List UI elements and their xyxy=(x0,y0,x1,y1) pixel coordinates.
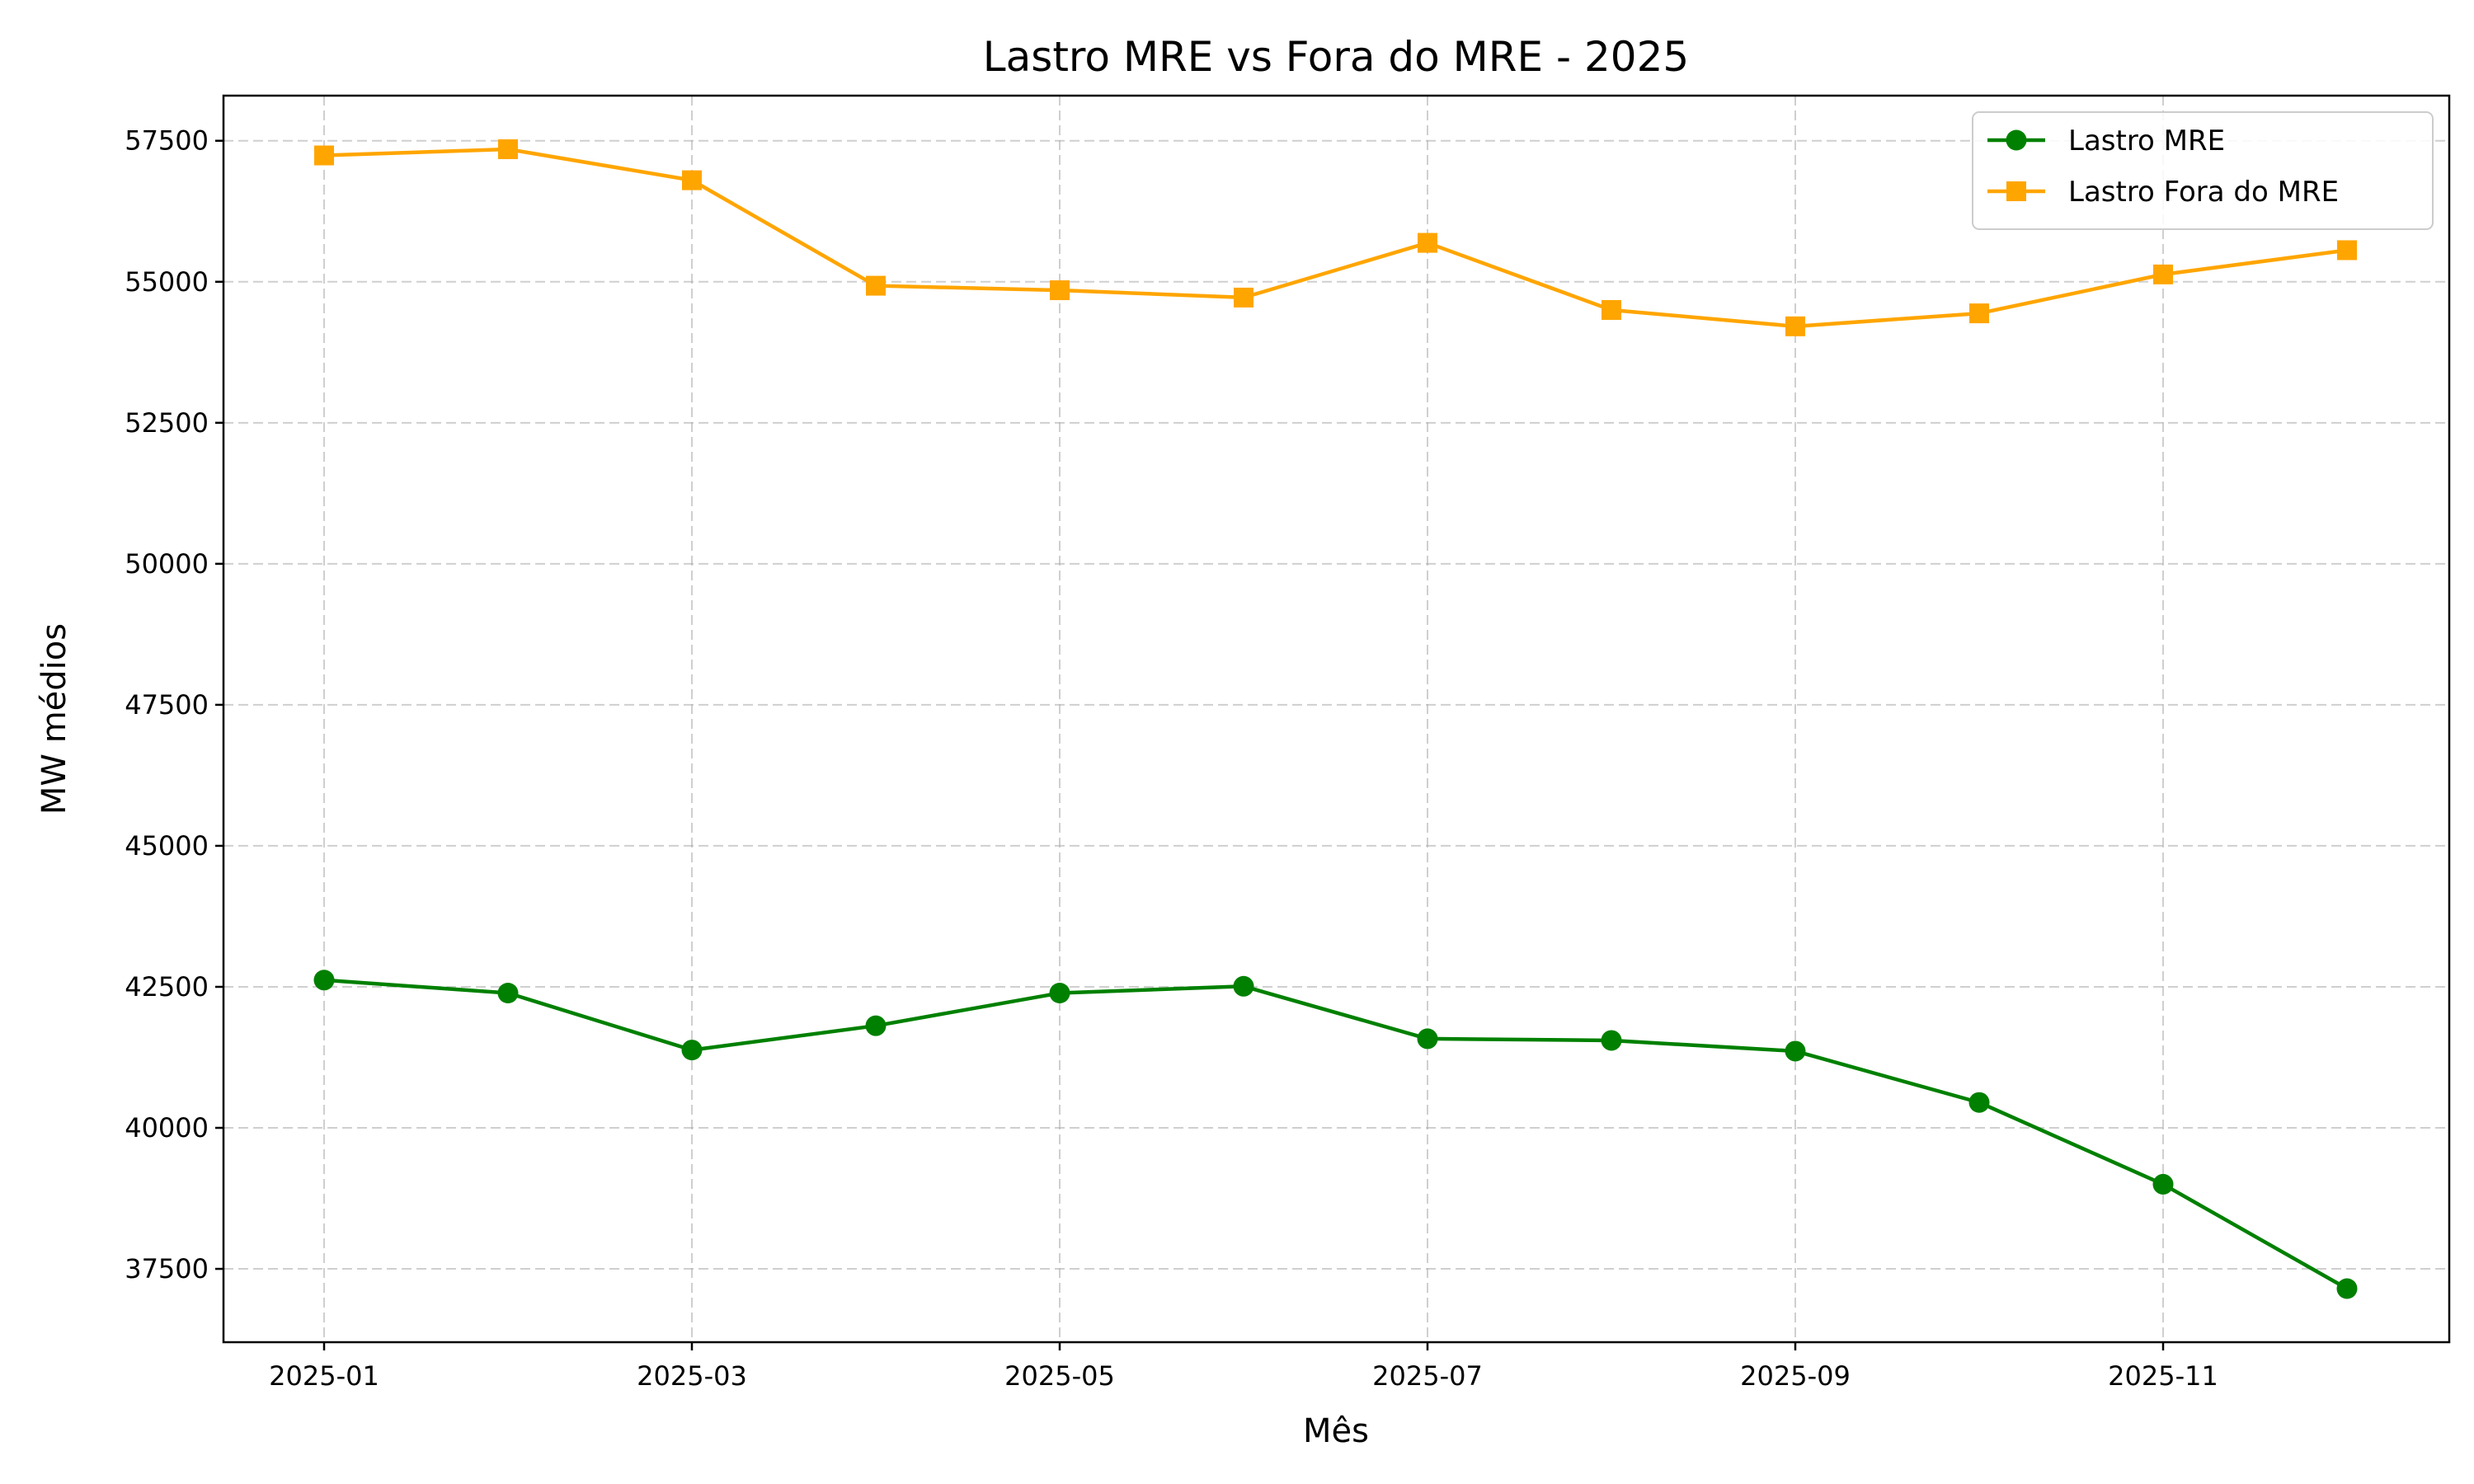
data-point-circle xyxy=(2152,1173,2174,1195)
data-point-square xyxy=(1050,280,1070,301)
data-point-circle xyxy=(1601,1030,1622,1051)
data-point-circle xyxy=(2336,1278,2358,1299)
data-point-circle xyxy=(865,1015,887,1036)
data-point-square xyxy=(314,145,334,166)
y-tick-label: 57500 xyxy=(125,125,209,157)
data-point-circle xyxy=(313,970,335,991)
data-point-circle xyxy=(1233,975,1254,997)
series-line xyxy=(323,147,2348,329)
data-point-circle xyxy=(681,1040,703,1061)
x-tick-label: 2025-01 xyxy=(269,1360,379,1392)
legend-label: Lastro MRE xyxy=(2068,124,2225,157)
x-tick-label: 2025-11 xyxy=(2108,1360,2218,1392)
y-tick-label: 47500 xyxy=(125,689,209,721)
legend-label: Lastro Fora do MRE xyxy=(2068,176,2339,209)
x-tick-label: 2025-09 xyxy=(1740,1360,1851,1392)
data-point-circle xyxy=(1049,983,1070,1004)
y-tick-label: 37500 xyxy=(125,1253,209,1284)
axis-ticks: 37500 40000 42500 45000 47500 50000 52500 55000… xyxy=(125,125,2218,1392)
series-line xyxy=(323,978,2349,1290)
data-point-circle xyxy=(1785,1040,1806,1062)
legend-item: Lastro Fora do MRE xyxy=(1987,176,2339,209)
y-tick-label: 42500 xyxy=(125,971,209,1003)
series-lastro-fora-do-mre xyxy=(314,139,2357,336)
data-point-circle xyxy=(497,983,519,1004)
data-point-circle xyxy=(1968,1092,1990,1113)
series-layer xyxy=(313,139,2358,1299)
legend-box xyxy=(1972,111,2434,230)
data-point-square xyxy=(682,170,702,190)
data-point-square xyxy=(1234,287,1253,308)
chart-title: Lastro MRE vs Fora do MRE - 2025 xyxy=(983,33,1689,81)
legend-marker-square xyxy=(2006,181,2026,201)
data-point-square xyxy=(2337,240,2357,261)
x-axis-title: Mês xyxy=(1303,1412,1369,1450)
y-tick-label: 50000 xyxy=(125,548,209,580)
y-tick-label: 40000 xyxy=(125,1112,209,1144)
data-point-square xyxy=(498,139,518,159)
data-point-square xyxy=(1602,299,1621,320)
plot-frame xyxy=(222,94,2451,1344)
x-tick-label: 2025-05 xyxy=(1004,1360,1115,1392)
data-point-square xyxy=(1418,232,1437,253)
legend: Lastro MRE Lastro Fora do MRE xyxy=(1972,111,2434,230)
series-lastro-mre xyxy=(313,970,2358,1299)
x-tick-label: 2025-07 xyxy=(1372,1360,1483,1392)
data-point-square xyxy=(2153,264,2173,284)
data-point-square xyxy=(1785,316,1805,336)
grid xyxy=(223,96,2449,1342)
data-point-circle xyxy=(1417,1028,1438,1050)
data-point-square xyxy=(1969,303,1989,324)
y-tick-label: 55000 xyxy=(125,266,209,298)
y-tick-label: 45000 xyxy=(125,830,209,862)
legend-marker-circle xyxy=(2006,129,2027,151)
x-tick-label: 2025-03 xyxy=(637,1360,747,1392)
legend-item: Lastro MRE xyxy=(1987,124,2225,157)
y-tick-label: 52500 xyxy=(125,407,209,439)
y-axis-title: MW médios xyxy=(35,623,73,815)
data-point-square xyxy=(866,275,886,296)
